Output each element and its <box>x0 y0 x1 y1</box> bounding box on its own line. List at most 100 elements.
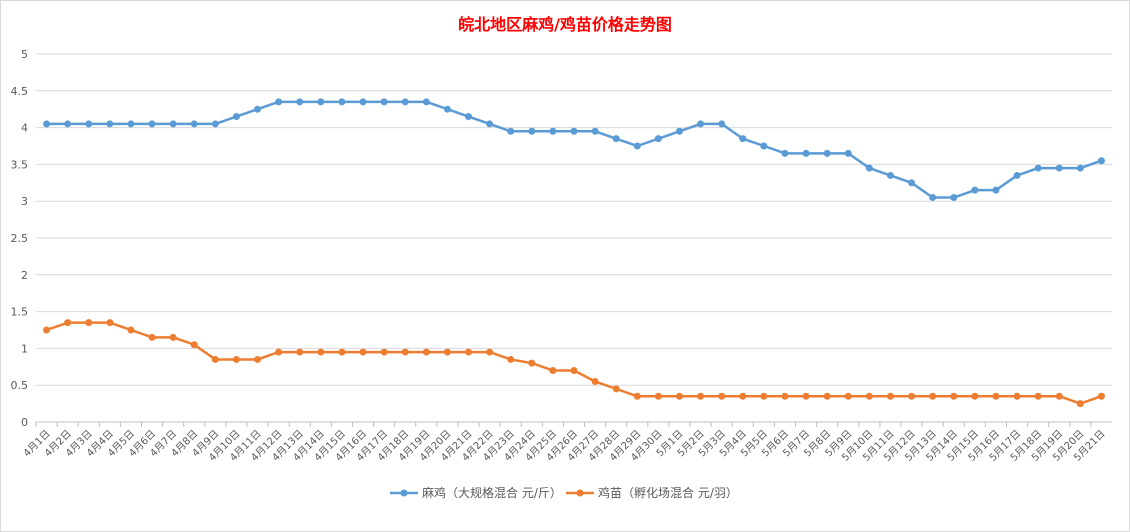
y-tick-label: 3 <box>21 195 28 208</box>
data-point <box>929 194 937 202</box>
data-point <box>675 127 683 135</box>
data-point <box>85 319 93 327</box>
data-point <box>43 120 51 128</box>
data-point <box>148 333 156 341</box>
legend-marker <box>400 489 408 497</box>
data-point <box>507 355 515 363</box>
data-point <box>591 378 599 386</box>
data-point <box>886 392 894 400</box>
data-point <box>338 98 346 106</box>
data-point <box>760 142 768 150</box>
data-point <box>865 392 873 400</box>
data-point <box>528 359 536 367</box>
data-point <box>886 171 894 179</box>
y-tick-label: 3.5 <box>11 158 29 171</box>
data-point <box>697 120 705 128</box>
data-point <box>697 392 705 400</box>
data-point <box>380 348 388 356</box>
data-point <box>612 135 620 143</box>
data-point <box>718 392 726 400</box>
data-point <box>1034 164 1042 172</box>
chart-title: 皖北地区麻鸡/鸡苗价格走势图 <box>458 15 672 34</box>
y-tick-label: 5 <box>21 48 28 61</box>
data-point <box>654 392 662 400</box>
data-point <box>85 120 93 128</box>
legend-label: 鸡苗（孵化场混合 元/羽） <box>598 485 738 500</box>
data-point <box>106 120 114 128</box>
data-point <box>127 120 135 128</box>
data-point <box>275 348 283 356</box>
data-point <box>781 149 789 157</box>
data-point <box>232 355 240 363</box>
data-point <box>570 366 578 374</box>
data-point <box>507 127 515 135</box>
data-point <box>1076 164 1084 172</box>
data-point <box>1013 392 1021 400</box>
data-point <box>64 120 72 128</box>
data-point <box>844 149 852 157</box>
data-point <box>971 392 979 400</box>
data-point <box>486 120 494 128</box>
data-point <box>1013 171 1021 179</box>
data-point <box>338 348 346 356</box>
data-point <box>633 392 641 400</box>
data-point <box>443 348 451 356</box>
data-point <box>908 392 916 400</box>
data-point <box>675 392 683 400</box>
data-point <box>739 135 747 143</box>
data-point <box>718 120 726 128</box>
data-point <box>992 186 1000 194</box>
data-point <box>654 135 662 143</box>
data-point <box>169 333 177 341</box>
data-point <box>929 392 937 400</box>
data-point <box>781 392 789 400</box>
data-point <box>232 113 240 121</box>
data-point <box>1034 392 1042 400</box>
data-point <box>317 98 325 106</box>
data-point <box>275 98 283 106</box>
data-point <box>401 98 409 106</box>
legend-marker <box>576 489 584 497</box>
y-tick-label: 0 <box>21 416 28 429</box>
data-point <box>971 186 979 194</box>
data-point <box>148 120 156 128</box>
data-point <box>465 113 473 121</box>
data-point <box>1055 392 1063 400</box>
data-point <box>317 348 325 356</box>
data-point <box>401 348 409 356</box>
y-tick-label: 0.5 <box>11 379 29 392</box>
data-point <box>802 149 810 157</box>
data-point <box>908 179 916 187</box>
y-tick-label: 4.5 <box>11 85 29 98</box>
data-point <box>380 98 388 106</box>
data-point <box>823 149 831 157</box>
data-point <box>992 392 1000 400</box>
data-point <box>1097 392 1105 400</box>
data-point <box>1076 400 1084 408</box>
data-point <box>486 348 494 356</box>
data-point <box>422 98 430 106</box>
data-point <box>950 392 958 400</box>
data-point <box>422 348 430 356</box>
data-point <box>359 98 367 106</box>
data-point <box>211 355 219 363</box>
data-point <box>211 120 219 128</box>
data-point <box>633 142 641 150</box>
data-point <box>127 326 135 334</box>
data-point <box>865 164 873 172</box>
data-point <box>169 120 177 128</box>
data-point <box>802 392 810 400</box>
data-point <box>950 194 958 202</box>
data-point <box>549 127 557 135</box>
data-point <box>823 392 831 400</box>
legend-label: 麻鸡（大规格混合 元/斤） <box>422 485 562 500</box>
data-point <box>591 127 599 135</box>
data-point <box>106 319 114 327</box>
data-point <box>549 366 557 374</box>
data-point <box>43 326 51 334</box>
data-point <box>1097 157 1105 165</box>
data-point <box>296 348 304 356</box>
data-point <box>465 348 473 356</box>
data-point <box>64 319 72 327</box>
